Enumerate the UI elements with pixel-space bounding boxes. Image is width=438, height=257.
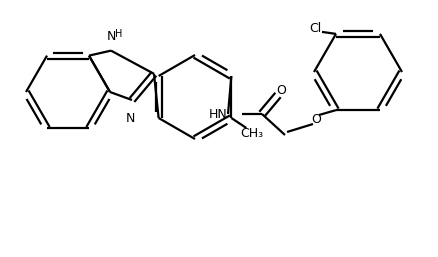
Text: H: H: [115, 29, 122, 39]
Text: N: N: [125, 112, 134, 125]
Text: O: O: [311, 113, 320, 125]
Text: CH₃: CH₃: [239, 126, 262, 140]
Text: N: N: [106, 30, 116, 43]
Text: HN: HN: [209, 107, 227, 121]
Text: Cl: Cl: [309, 22, 321, 35]
Text: O: O: [276, 84, 285, 96]
